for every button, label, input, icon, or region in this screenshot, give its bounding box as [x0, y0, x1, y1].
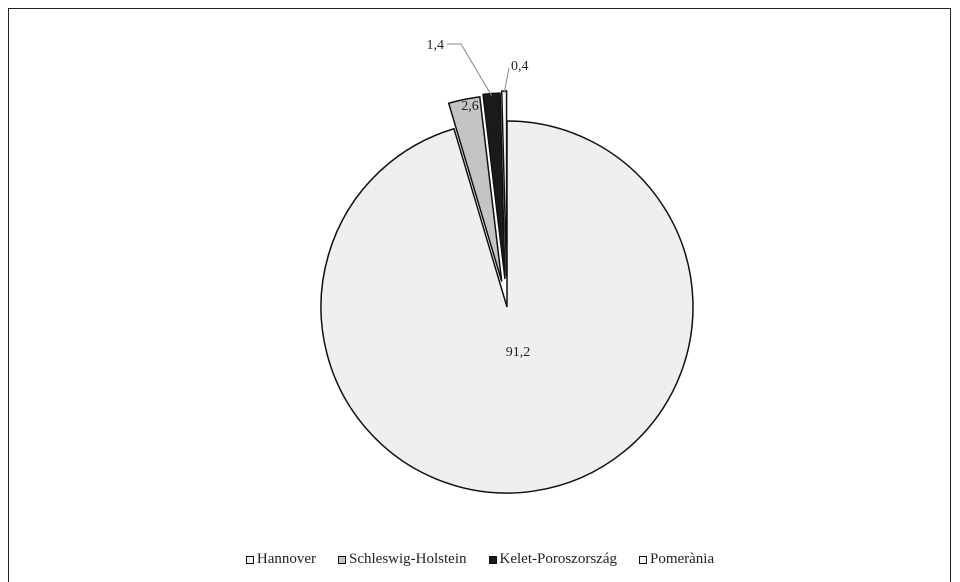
legend-label-hannover: Hannover [256, 551, 317, 567]
data-label-kelet-poroszorszag: 1,4 [427, 38, 445, 53]
leader-line-pomerania [503, 67, 510, 94]
data-label-hannover: 91,2 [506, 345, 531, 360]
legend-item-kelet-poroszorszag: Kelet-Poroszország [488, 551, 617, 568]
data-label-schleswig-holstein: 2,6 [461, 99, 479, 114]
legend-swatch-schleswig-holstein [338, 555, 347, 564]
legend-item-pomerania: Pomerània [638, 551, 715, 568]
legend-swatch-kelet-poroszorszag [488, 555, 497, 564]
legend-item-hannover: Hannover [245, 551, 317, 568]
leader-line-kelet-poroszorszag [447, 43, 492, 96]
pie-slice-hannover [320, 120, 694, 494]
legend-item-schleswig-holstein: Schleswig-Holstein [338, 551, 467, 568]
pie-slice-kelet-poroszorszag [482, 92, 506, 280]
pie-slice-schleswig-holstein [447, 96, 503, 282]
data-label-pomerania: 0,4 [511, 59, 529, 74]
legend: Hannover Schleswig-Holstein Kelet-Porosz… [0, 551, 960, 568]
legend-swatch-pomerania [638, 555, 647, 564]
legend-label-schleswig-holstein: Schleswig-Holstein [349, 551, 467, 567]
legend-label-pomerania: Pomerània [649, 551, 715, 567]
legend-swatch-hannover [245, 555, 254, 564]
legend-label-kelet-poroszorszag: Kelet-Poroszország [499, 551, 617, 567]
